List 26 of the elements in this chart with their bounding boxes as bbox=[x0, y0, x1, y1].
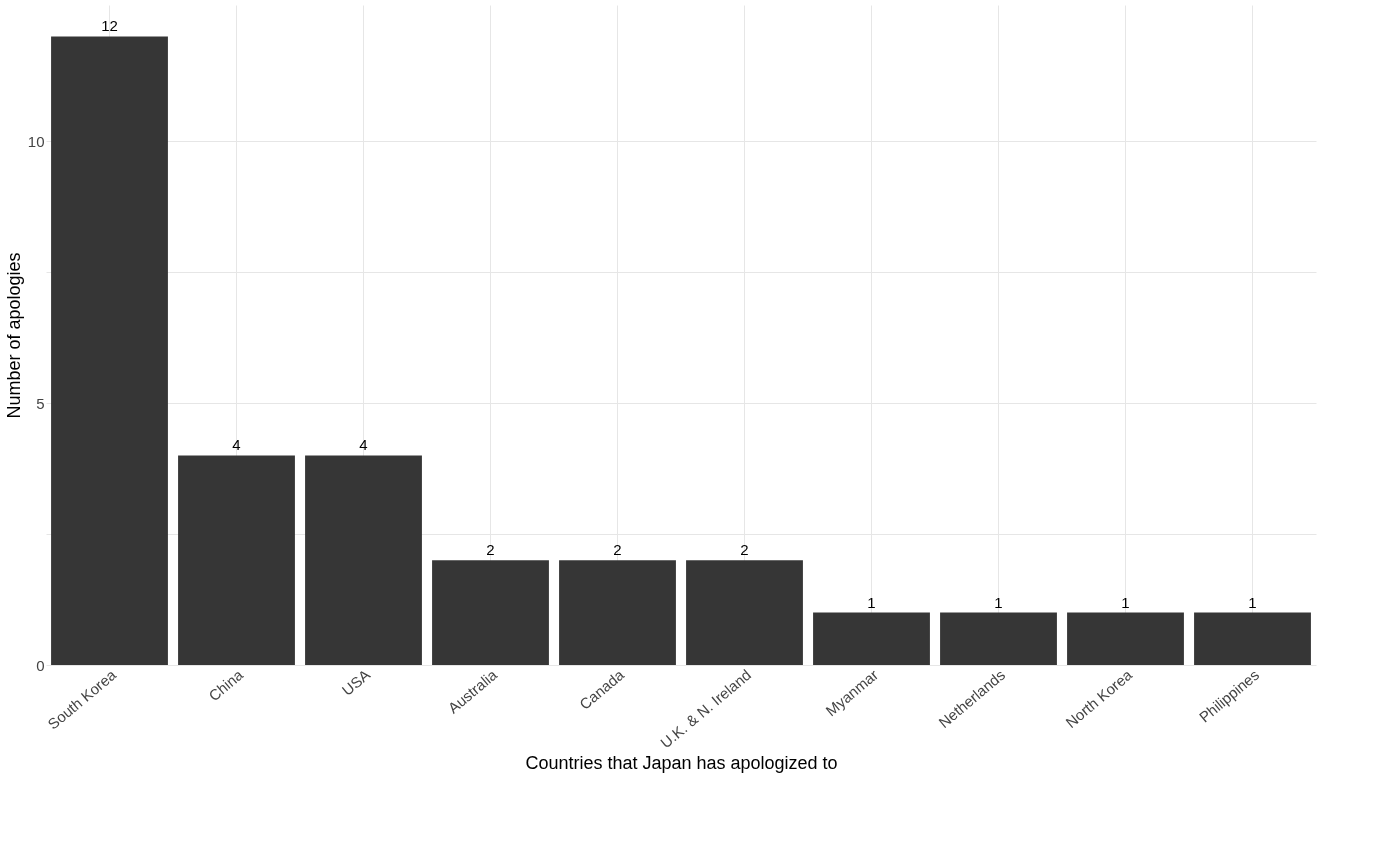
y-tick-label: 5 bbox=[36, 394, 45, 412]
data-label: 1 bbox=[1121, 593, 1130, 611]
data-label: 2 bbox=[740, 541, 749, 559]
x-tick-label: USA bbox=[338, 665, 374, 699]
bar bbox=[1067, 612, 1184, 665]
bar bbox=[686, 560, 803, 665]
data-label: 4 bbox=[232, 436, 241, 454]
bar bbox=[178, 455, 295, 665]
bar bbox=[51, 36, 168, 665]
bar bbox=[432, 560, 549, 665]
bar bbox=[1194, 612, 1311, 665]
data-label: 12 bbox=[101, 17, 118, 35]
bar bbox=[559, 560, 676, 665]
bar bbox=[305, 455, 422, 665]
data-label: 2 bbox=[613, 541, 622, 559]
data-label: 1 bbox=[994, 593, 1003, 611]
bar bbox=[940, 612, 1057, 665]
data-label: 2 bbox=[486, 541, 495, 559]
y-tick-label: 10 bbox=[27, 132, 45, 150]
x-axis-title: Countries that Japan has apologized to bbox=[525, 753, 838, 774]
data-label: 4 bbox=[359, 436, 368, 454]
y-tick-label: 0 bbox=[36, 656, 45, 674]
data-label: 1 bbox=[1248, 593, 1257, 611]
bar bbox=[813, 612, 930, 665]
y-axis-title: Number of apologies bbox=[3, 252, 24, 419]
data-label: 1 bbox=[867, 593, 876, 611]
